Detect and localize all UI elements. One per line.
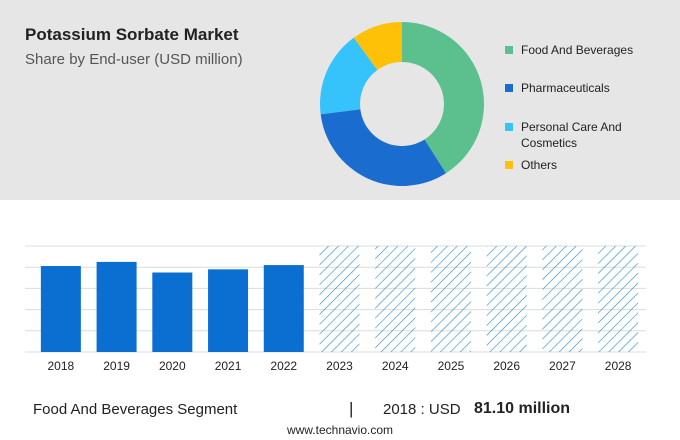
year-unit: 2018 : USD: [383, 401, 461, 418]
forecast-placeholder: [486, 246, 527, 352]
legend-item: Food And Beverages: [505, 42, 635, 58]
forecast-placeholder: [430, 246, 471, 352]
legend-item: Personal Care And Cosmetics: [505, 119, 635, 151]
x-tick-label: 2028: [605, 359, 632, 373]
legend-label: Personal Care And Cosmetics: [521, 120, 622, 150]
x-tick-label: 2027: [549, 359, 576, 373]
forecast-placeholder: [375, 246, 416, 352]
x-tick-label: 2023: [326, 359, 353, 373]
bar: [208, 269, 249, 352]
x-tick-label: 2020: [159, 359, 186, 373]
x-tick-label: 2026: [493, 359, 520, 373]
amount: 81.10 million: [474, 400, 571, 417]
forecast-placeholder: [319, 246, 360, 352]
forecast-placeholder: [542, 246, 583, 352]
source: www.technavio.com: [286, 423, 394, 437]
donut-segment: [320, 37, 378, 115]
bar: [40, 266, 81, 352]
legend-label: Others: [521, 158, 558, 172]
x-tick-label: 2025: [438, 359, 465, 373]
x-tick-label: 2024: [382, 359, 409, 373]
x-tick-label: 2019: [103, 359, 130, 373]
legend-swatch: [505, 46, 513, 54]
legend-label: Food And Beverages: [521, 43, 634, 57]
bar: [263, 265, 304, 352]
chart-title: Potassium Sorbate Market: [25, 25, 239, 44]
bar: [96, 261, 137, 352]
donut-segment: [320, 109, 446, 186]
x-tick-label: 2021: [215, 359, 242, 373]
legend-swatch: [505, 123, 513, 131]
bar: [152, 272, 193, 352]
legend-swatch: [505, 84, 513, 92]
legend-item: Others: [505, 157, 635, 173]
x-tick-label: 2018: [48, 359, 75, 373]
donut-segment: [402, 21, 485, 174]
segment-label: Food And Beverages Segment: [33, 401, 238, 418]
chart-subtitle: Share by End-user (USD million): [25, 51, 243, 68]
legend-swatch: [505, 161, 513, 169]
legend-label: Pharmaceuticals: [521, 81, 610, 95]
legend-item: Pharmaceuticals: [505, 80, 635, 96]
separator: |: [349, 399, 354, 418]
donut-segment: [353, 22, 402, 71]
x-tick-label: 2022: [270, 359, 297, 373]
forecast-placeholder: [598, 246, 639, 352]
